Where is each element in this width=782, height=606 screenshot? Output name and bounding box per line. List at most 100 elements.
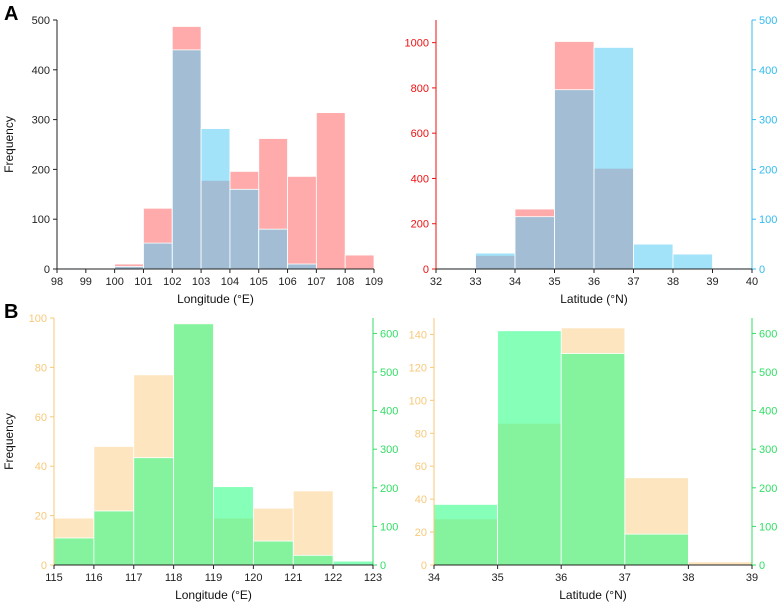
x-tick-label-b-left: 117 xyxy=(125,572,143,584)
y-tick-label-left-a-left: 200 xyxy=(32,164,50,176)
y-tick-label-right-b-right: 500 xyxy=(759,367,777,379)
y-tick-label-right-b-right: 600 xyxy=(759,328,777,340)
y-tick-label-right-b-right: 300 xyxy=(759,444,777,456)
y-tick-label-right-b-right: 200 xyxy=(759,483,777,495)
y-tick-label-left-b-left: 0 xyxy=(41,560,47,572)
chart-b-longitude: 0 20 40 60 80 100 0 100 200 300 400 500 600 115 116 117… xyxy=(2,313,398,602)
x-tick-label-b-left: 122 xyxy=(324,572,342,584)
bar-b-right-s2-3 xyxy=(624,533,689,566)
x-axis-title-a-left: Longitude (°E) xyxy=(177,292,254,306)
bar-b-left-s2-2 xyxy=(133,457,175,566)
y-tick-label-right-b-right: 0 xyxy=(759,560,765,572)
bar-b-left-s2-7 xyxy=(332,560,374,566)
x-tick-label-a-left: 101 xyxy=(134,276,152,288)
x-tick-label-a-left: 108 xyxy=(336,276,354,288)
x-tick-label-b-right: 35 xyxy=(491,572,503,584)
x-tick-label-a-left: 105 xyxy=(250,276,268,288)
bar-a-left-s1-8 xyxy=(287,175,317,270)
y-tick-label-left-b-left: 80 xyxy=(35,362,47,374)
bar-a-right-s2-5 xyxy=(633,243,674,270)
x-tick-label-a-right: 34 xyxy=(509,276,521,288)
x-tick-label-b-left: 115 xyxy=(45,572,63,584)
y-tick-label-right-b-left: 0 xyxy=(380,560,386,572)
y-tick-label-left-a-right: 600 xyxy=(411,128,429,140)
panel-label-b: B xyxy=(4,301,18,323)
x-tick-label-a-right: 38 xyxy=(667,276,679,288)
panel-label-a: A xyxy=(4,3,18,25)
y-tick-label-left-a-left: 100 xyxy=(32,214,50,226)
y-tick-label-right-a-right: 300 xyxy=(759,115,777,127)
bar-a-left-s2-6 xyxy=(229,188,260,270)
y-tick-label-right-a-right: 0 xyxy=(759,264,765,276)
bar-b-right-s2-0 xyxy=(433,504,498,566)
y-tick-label-left-b-right: 100 xyxy=(409,395,427,407)
y-tick-label-right-a-right: 500 xyxy=(759,15,777,27)
y-tick-label-left-a-left: 300 xyxy=(32,115,50,127)
chart-a-latitude: 0 200 400 600 800 1000 0 100 200 300 400 500 32 33 34 3… xyxy=(405,15,778,306)
bar-a-right-s2-1 xyxy=(475,252,516,270)
x-axis-title-b-right: Latitude (°N) xyxy=(559,588,627,602)
y-axis-title-b-left: Frequency xyxy=(2,413,16,470)
x-tick-label-a-left: 98 xyxy=(51,276,63,288)
y-tick-label-left-b-right: 40 xyxy=(415,494,427,506)
x-tick-label-a-left: 103 xyxy=(192,276,210,288)
x-tick-label-b-left: 123 xyxy=(364,572,382,584)
bar-a-right-s2-6 xyxy=(672,253,713,270)
x-tick-label-b-right: 36 xyxy=(555,572,567,584)
x-tick-label-a-left: 100 xyxy=(105,276,123,288)
bar-b-left-s2-4 xyxy=(213,486,254,566)
bar-a-left-s2-7 xyxy=(258,228,288,270)
x-tick-label-b-left: 119 xyxy=(205,572,223,584)
y-tick-label-right-a-right: 200 xyxy=(759,164,777,176)
x-tick-label-a-right: 35 xyxy=(548,276,560,288)
y-tick-label-right-b-left: 100 xyxy=(380,521,398,533)
bar-b-left-s1-6 xyxy=(292,490,334,566)
y-tick-label-left-b-right: 20 xyxy=(415,527,427,539)
x-tick-label-b-right: 37 xyxy=(619,572,631,584)
y-tick-label-left-b-right: 0 xyxy=(421,560,427,572)
x-tick-label-a-right: 32 xyxy=(430,276,442,288)
y-tick-label-left-a-right: 400 xyxy=(411,173,429,185)
y-tick-label-left-b-left: 20 xyxy=(35,511,47,523)
chart-a-longitude: 0 100 200 300 400 500 98 99 100 101 102 103 104 105 10… xyxy=(2,15,383,306)
x-tick-label-b-right: 38 xyxy=(682,572,694,584)
y-tick-label-left-b-left: 100 xyxy=(29,313,47,325)
x-tick-label-b-left: 121 xyxy=(284,572,302,584)
y-tick-label-left-a-right: 200 xyxy=(411,219,429,231)
y-tick-label-right-b-left: 600 xyxy=(380,328,398,340)
bar-a-right-s2-4 xyxy=(593,46,634,270)
y-tick-label-left-a-left: 0 xyxy=(44,264,50,276)
x-axis-title-b-left: Longitude (°E) xyxy=(175,588,252,602)
y-tick-label-left-a-left: 500 xyxy=(32,15,50,27)
x-tick-label-a-left: 109 xyxy=(365,276,383,288)
x-tick-label-b-right: 39 xyxy=(746,572,758,584)
y-tick-label-right-a-right: 100 xyxy=(759,214,777,226)
x-tick-label-b-left: 118 xyxy=(165,572,183,584)
bar-b-left-s2-5 xyxy=(252,540,294,566)
bar-b-left-s2-3 xyxy=(173,323,214,566)
y-tick-label-right-b-left: 200 xyxy=(380,483,398,495)
y-tick-label-left-a-left: 400 xyxy=(32,65,50,77)
y-tick-label-right-b-right: 100 xyxy=(759,521,777,533)
bar-b-left-s2-6 xyxy=(292,554,334,566)
chart-b-latitude: 0 20 40 60 80 100 120 140 0 100 200 300 400 500 600 34 3… xyxy=(409,318,777,602)
bar-b-right-s2-2 xyxy=(560,353,626,566)
bar-b-right-s2-1 xyxy=(497,330,562,566)
y-tick-label-left-b-right: 140 xyxy=(409,329,427,341)
x-tick-label-b-right: 34 xyxy=(428,572,440,584)
y-tick-label-right-b-left: 400 xyxy=(380,406,398,418)
bar-a-right-s2-3 xyxy=(554,89,595,270)
x-tick-label-a-right: 37 xyxy=(627,276,639,288)
x-axis-title-a-right: Latitude (°N) xyxy=(560,292,628,306)
x-tick-label-a-right: 33 xyxy=(469,276,481,288)
bar-b-left-s2-1 xyxy=(93,510,135,566)
y-tick-label-left-b-right: 120 xyxy=(409,362,427,374)
bar-a-left-s2-3 xyxy=(143,242,173,270)
x-tick-label-a-right: 39 xyxy=(706,276,718,288)
y-tick-label-left-a-right: 800 xyxy=(411,83,429,95)
bar-a-left-s1-10 xyxy=(344,254,375,270)
y-tick-label-right-b-left: 500 xyxy=(380,367,398,379)
x-tick-label-a-left: 107 xyxy=(307,276,325,288)
x-tick-label-a-right: 36 xyxy=(588,276,600,288)
